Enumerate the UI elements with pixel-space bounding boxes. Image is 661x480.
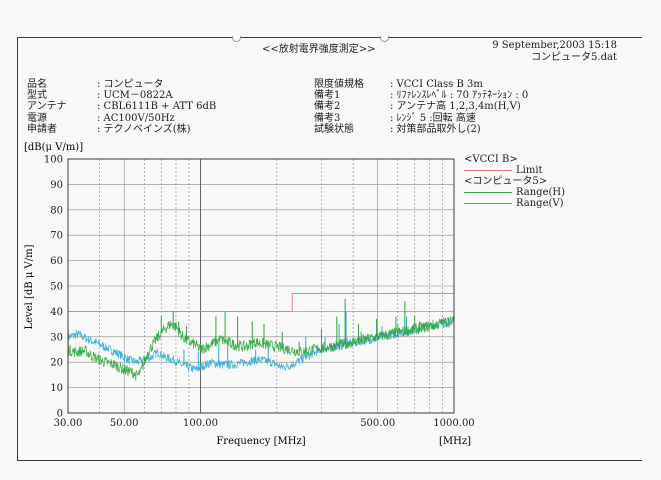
y-tick-label: 80 [50, 205, 63, 216]
meta-row: 備考2 : アンテナ高 1,2,3,4m(H,V) [314, 101, 528, 112]
meta-row: 限度値規格 : VCCI Class B 3m [314, 79, 528, 90]
y-tick-label: 50 [50, 282, 63, 293]
chart-series [67, 293, 455, 381]
meta-value: : コンピュータ [97, 79, 164, 90]
meta-key: 備考1 [314, 90, 341, 102]
x-tick-label: 1000.00 [433, 418, 474, 429]
x-tick-label: 50.00 [110, 418, 139, 429]
meta-value: : VCCI Class B 3m [390, 79, 483, 90]
meta-row: 備考1 : ﾘﾌｧﾚﾝｽﾚﾍﾞﾙ : 70 ｱｯﾃﾈｰｼｮﾝ : 0 [314, 90, 528, 101]
y-axis-label: Level [dB μ V/m] [24, 244, 35, 329]
meta-row: 型式 : UCM－0822A [27, 90, 216, 101]
y-tick-label: 30 [50, 332, 63, 343]
meta-key: 型式 [27, 90, 47, 102]
legend-swatch-limit [464, 170, 512, 171]
y-tick-label: 100 [44, 155, 63, 166]
meta-key: 試験状態 [314, 123, 354, 135]
legend-label-range-v: Range(V) [516, 198, 564, 209]
legend-item-range-h: Range(H) [464, 187, 565, 198]
series-range-h [67, 316, 455, 381]
chart-legend: <VCCI B> Limit <コンピュータ5> Range(H) Range(… [464, 154, 565, 209]
report-file: コンピュータ5.dat [531, 52, 617, 63]
y-tick-label: 0 [57, 409, 63, 420]
y-tick-label: 60 [50, 256, 63, 267]
chart-ticks: 0 10 20 30 40 50 60 70 80 90 100 30.00 50.00 100.00 50… [44, 155, 475, 430]
meta-value: : 対策部品取外し(2) [390, 123, 481, 135]
meta-value: : アンテナ高 1,2,3,4m(H,V) [390, 101, 521, 113]
meta-value: : テクノベインズ(株) [97, 123, 191, 135]
legend-label-limit: Limit [516, 165, 543, 176]
meta-row: 試験状態 : 対策部品取外し(2) [314, 124, 528, 135]
plot-area [67, 158, 455, 414]
meta-key: 備考3 [314, 112, 341, 124]
report-date: 9 September,2003 15:18 [492, 40, 617, 51]
meta-key: アンテナ [27, 101, 67, 113]
y-tick-label: 70 [50, 231, 63, 242]
x-tick-label: 500.00 [360, 418, 395, 429]
legend-item-limit: Limit [464, 165, 565, 176]
x-tick-label: 30.00 [54, 418, 83, 429]
legend-item-range-v: Range(V) [464, 198, 565, 209]
report-title: <<放射電界強度測定>> [262, 44, 376, 55]
device-info: 品名 : コンピュータ 型式 : UCM－0822A アンテナ : CBL6111B … [27, 79, 216, 135]
meta-value: : ﾘﾌｧﾚﾝｽﾚﾍﾞﾙ : 70 ｱｯﾃﾈｰｼｮﾝ : 0 [390, 90, 529, 102]
binder-hole-left [232, 36, 241, 42]
meta-row: アンテナ : CBL6111B + ATT 6dB [27, 101, 216, 112]
meta-row: 電源 : AC100V/50Hz [27, 113, 216, 124]
meta-row: 品名 : コンピュータ [27, 79, 216, 90]
x-tick-label: 100.00 [183, 418, 218, 429]
test-conditions: 限度値規格 : VCCI Class B 3m 備考1 : ﾘﾌｧﾚﾝｽﾚﾍﾞﾙ :… [314, 79, 528, 135]
meta-row: 備考3 : ﾚﾝｼﾞ 5 :回転 高速 [314, 113, 528, 124]
x-unit-label: [MHz] [439, 436, 471, 447]
meta-key: 限度値規格 [314, 79, 364, 90]
limit-line [68, 293, 454, 312]
y-tick-label: 40 [50, 307, 63, 318]
report-stamp: 9 September,2003 15:18 コンピュータ5.dat [492, 40, 617, 64]
legend-swatch-range-h [464, 192, 512, 193]
binder-hole-right [380, 36, 389, 42]
x-axis-label: Frequency [MHz] [216, 436, 305, 447]
series-range-v [67, 316, 455, 373]
meta-key: 電源 [27, 112, 47, 124]
y-tick-label: 20 [50, 358, 63, 369]
meta-row: 申請者 : テクノベインズ(株) [27, 124, 216, 135]
meta-key: 品名 [27, 79, 47, 90]
y-unit-label: [dB(μ V/m)] [24, 142, 83, 153]
report-frame [17, 37, 642, 461]
legend-group-device: <コンピュータ5> [464, 176, 548, 187]
y-tick-label: 10 [50, 383, 63, 394]
meta-value: : CBL6111B + ATT 6dB [97, 101, 217, 113]
y-tick-label: 90 [50, 180, 63, 191]
meta-value: : ﾚﾝｼﾞ 5 :回転 高速 [390, 112, 476, 124]
legend-label-range-h: Range(H) [516, 187, 566, 198]
meta-key: 備考2 [314, 101, 341, 113]
meta-value: : AC100V/50Hz [97, 112, 175, 124]
legend-group-standard: <VCCI B> [464, 154, 518, 165]
chart-grid [68, 159, 454, 413]
legend-swatch-range-v [464, 203, 512, 204]
meta-value: : UCM－0822A [97, 90, 173, 102]
meta-key: 申請者 [27, 123, 57, 135]
